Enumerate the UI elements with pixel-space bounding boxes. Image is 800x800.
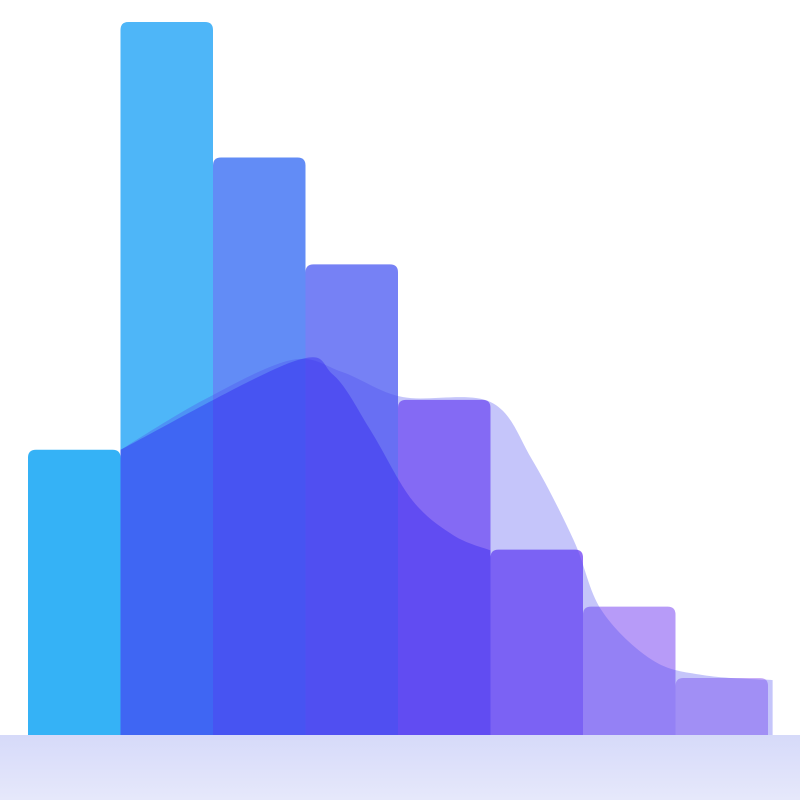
histogram-bar [675, 677, 768, 735]
histogram-bar [583, 606, 676, 735]
density-curve-area [120, 358, 773, 735]
bars-group [28, 22, 768, 736]
histogram-bar [213, 157, 306, 736]
histogram-bar [398, 399, 491, 735]
histogram-bar [490, 549, 583, 735]
density-curve-area [120, 357, 491, 735]
histogram-bar [120, 22, 213, 735]
baseline-band [0, 735, 800, 800]
histogram-bar [305, 264, 398, 735]
histogram-bar [28, 449, 121, 735]
density-curves-group [120, 357, 773, 735]
